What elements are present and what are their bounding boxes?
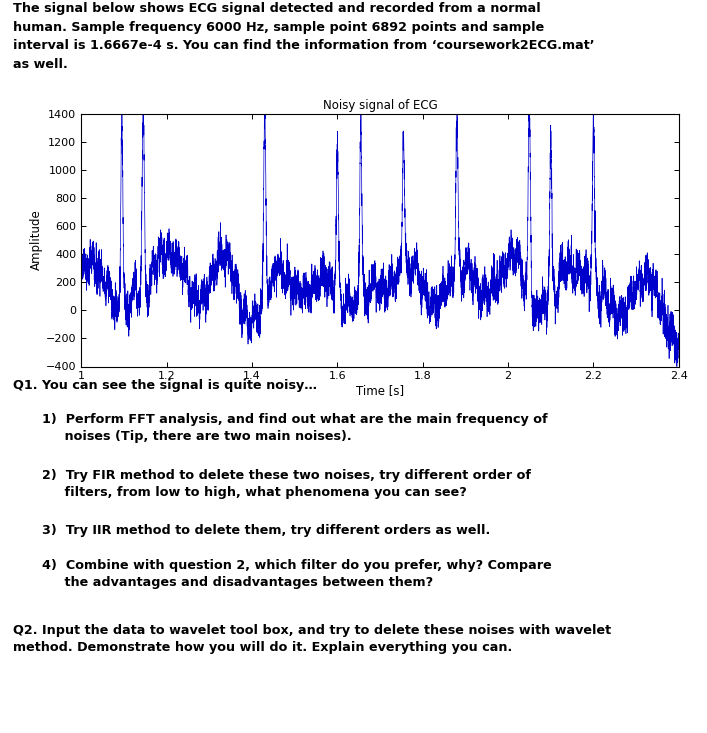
Text: The signal below shows ECG signal detected and recorded from a normal
human. Sam: The signal below shows ECG signal detect… [13,2,594,70]
Text: 2)  Try FIR method to delete these two noises, try different order of
     filte: 2) Try FIR method to delete these two no… [42,468,532,499]
Text: 3)  Try IIR method to delete them, try different orders as well.: 3) Try IIR method to delete them, try di… [42,524,491,537]
Y-axis label: Amplitude: Amplitude [30,210,43,270]
X-axis label: Time [s]: Time [s] [356,384,404,397]
Text: Q2. Input the data to wavelet tool box, and try to delete these noises with wave: Q2. Input the data to wavelet tool box, … [13,624,611,655]
Text: Q1. You can see the signal is quite noisy…: Q1. You can see the signal is quite nois… [13,379,317,392]
Text: 1)  Perform FFT analysis, and find out what are the main frequency of
     noise: 1) Perform FFT analysis, and find out wh… [42,413,548,443]
Title: Noisy signal of ECG: Noisy signal of ECG [322,100,438,112]
Text: 4)  Combine with question 2, which filter do you prefer, why? Compare
     the a: 4) Combine with question 2, which filter… [42,559,552,589]
